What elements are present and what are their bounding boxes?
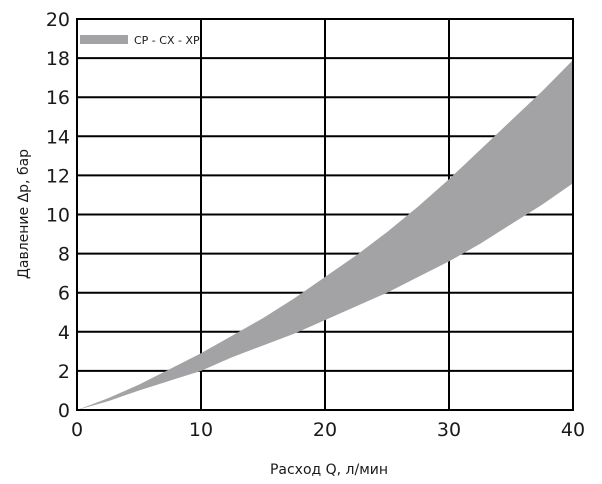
plot-frame (76, 18, 574, 411)
y-axis-title: Давление Δp, бар (16, 149, 32, 279)
x-tick-label: 0 (71, 419, 83, 441)
plot-border (76, 18, 574, 411)
x-tick-labels: 0 10 20 30 40 (71, 419, 585, 441)
y-tick-labels: 0 2 4 6 8 10 12 14 16 18 20 (46, 9, 70, 422)
legend-swatch (80, 35, 128, 44)
series-band-0 (77, 60, 573, 411)
y-tick-label: 20 (46, 9, 70, 31)
y-tick-label: 12 (46, 165, 70, 187)
x-tick-label: 20 (313, 419, 337, 441)
series-band-layer (77, 60, 573, 411)
x-tick-label: 40 (561, 419, 585, 441)
y-tick-label: 2 (58, 361, 70, 383)
y-tick-label: 18 (46, 48, 70, 70)
y-tick-label: 10 (46, 205, 70, 227)
x-tick-label: 10 (189, 419, 213, 441)
x-tick-label: 30 (437, 419, 461, 441)
y-tick-label: 4 (58, 322, 70, 344)
y-tick-label: 6 (58, 283, 70, 305)
legend: CP - CX - XP (80, 34, 200, 47)
y-tick-label: 8 (58, 244, 70, 266)
y-tick-label: 0 (58, 400, 70, 422)
x-axis-title: Расход Q, л/мин (270, 462, 388, 478)
legend-label: CP - CX - XP (134, 34, 200, 47)
y-tick-label: 14 (46, 126, 70, 148)
y-tick-label: 16 (46, 87, 70, 109)
